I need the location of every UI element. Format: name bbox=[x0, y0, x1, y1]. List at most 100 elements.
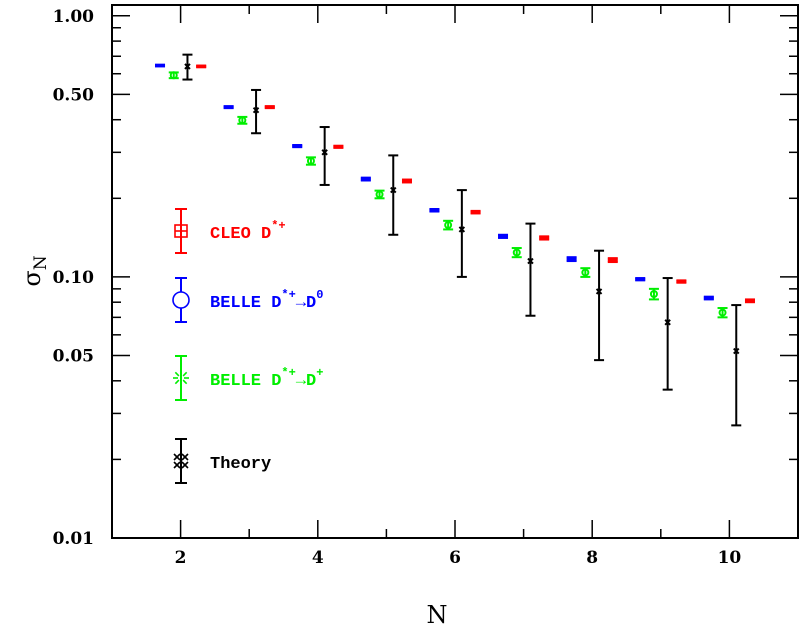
legend-marker bbox=[173, 461, 181, 469]
marker bbox=[581, 268, 590, 277]
legend-marker bbox=[181, 461, 189, 469]
data-point bbox=[443, 219, 454, 231]
y-tick-label: 0.50 bbox=[53, 85, 95, 105]
axis-tick-labels: 2 4 6 8 10 0.01 0.05 0.10 0.50 1.00 bbox=[53, 7, 742, 568]
data-point bbox=[676, 279, 687, 284]
x-tick-label: 4 bbox=[312, 548, 324, 568]
data-point bbox=[498, 233, 509, 239]
marker bbox=[238, 116, 247, 125]
x-tick-label: 8 bbox=[586, 548, 598, 568]
marker bbox=[664, 319, 671, 326]
data-point bbox=[635, 277, 646, 282]
x-tick-label: 10 bbox=[718, 548, 742, 568]
marker bbox=[306, 156, 315, 165]
legend-label: BELLE D*+→D+ bbox=[210, 366, 323, 391]
data-point bbox=[237, 115, 248, 125]
y-tick-label: 0.10 bbox=[53, 268, 95, 288]
marker bbox=[184, 63, 191, 70]
data-point bbox=[168, 71, 179, 80]
series-belle-d-d0 bbox=[155, 63, 714, 301]
legend-item: CLEO D*+ bbox=[174, 208, 286, 254]
data-point bbox=[744, 298, 755, 304]
marker bbox=[718, 308, 727, 317]
legend-item: BELLE D*+→D0 bbox=[172, 277, 323, 323]
data-point bbox=[305, 156, 316, 166]
data-point bbox=[196, 64, 207, 69]
marker bbox=[512, 248, 521, 257]
marker bbox=[169, 71, 178, 80]
y-axis-title: σN bbox=[18, 255, 51, 286]
legend-marker bbox=[181, 453, 189, 461]
data-point bbox=[539, 235, 550, 241]
axis-ticks bbox=[111, 5, 799, 539]
data-point bbox=[456, 189, 467, 278]
marker bbox=[390, 186, 397, 194]
legend-label: CLEO D*+ bbox=[210, 219, 286, 244]
data-point bbox=[264, 105, 275, 110]
y-tick-label: 0.05 bbox=[53, 347, 94, 367]
legend-marker bbox=[172, 291, 190, 309]
y-tick-label: 1.00 bbox=[53, 7, 95, 27]
series-belle-d-d- bbox=[168, 71, 728, 319]
data-point bbox=[594, 249, 605, 362]
marker bbox=[444, 221, 453, 230]
marker bbox=[321, 149, 328, 156]
marker bbox=[375, 190, 384, 199]
legend-marker bbox=[174, 371, 180, 377]
data-point bbox=[731, 304, 742, 427]
data-point bbox=[429, 208, 440, 213]
marker bbox=[527, 257, 534, 265]
marker bbox=[595, 288, 603, 295]
data-point bbox=[607, 257, 618, 264]
data-point bbox=[717, 307, 728, 319]
data-point bbox=[388, 154, 399, 236]
data-point bbox=[182, 53, 193, 81]
legend-marker bbox=[182, 379, 188, 385]
series-theory bbox=[182, 53, 742, 427]
legend-label: Theory bbox=[210, 455, 271, 474]
legend-label-part: →D bbox=[296, 372, 316, 391]
marker bbox=[458, 226, 466, 233]
x-tick-label: 2 bbox=[175, 548, 187, 568]
legend-label-part: CLEO D bbox=[210, 225, 271, 244]
data-point bbox=[319, 126, 330, 186]
data-point bbox=[566, 256, 577, 263]
legend-marker bbox=[182, 371, 188, 377]
data-point bbox=[333, 144, 344, 149]
series-cleo-d- bbox=[196, 64, 755, 304]
data-point bbox=[360, 176, 371, 182]
x-tick-label: 6 bbox=[449, 548, 461, 568]
marker bbox=[649, 290, 658, 299]
data-point bbox=[703, 295, 714, 301]
x-axis-title: N bbox=[427, 601, 448, 629]
data-point bbox=[580, 267, 591, 278]
data-point bbox=[525, 222, 536, 317]
data-point bbox=[401, 178, 412, 184]
data-point bbox=[662, 277, 673, 391]
data-point bbox=[648, 287, 659, 301]
y-tick-label: 0.01 bbox=[53, 529, 94, 549]
marker bbox=[252, 106, 260, 114]
legend-label-part: Theory bbox=[210, 455, 271, 474]
data-point bbox=[223, 105, 234, 110]
data-point bbox=[292, 144, 303, 149]
legend-label-part: →D bbox=[296, 294, 316, 313]
data-point bbox=[155, 63, 166, 68]
legend-label-part: BELLE D bbox=[210, 372, 281, 391]
legend-item: Theory bbox=[173, 438, 271, 484]
data-point bbox=[374, 189, 385, 200]
legend-label-part: *+ bbox=[281, 288, 295, 302]
data-point bbox=[511, 247, 522, 259]
legend-label-part: 0 bbox=[316, 288, 323, 302]
legend-label-part: + bbox=[316, 366, 323, 380]
data-point bbox=[470, 209, 481, 215]
data-points bbox=[155, 53, 755, 427]
legend-label-part: BELLE D bbox=[210, 294, 281, 313]
legend-label-part: *+ bbox=[271, 219, 285, 233]
marker bbox=[733, 347, 740, 355]
legend-label: BELLE D*+→D0 bbox=[210, 288, 323, 313]
legend-marker bbox=[174, 379, 180, 385]
legend-label-part: *+ bbox=[281, 366, 295, 380]
